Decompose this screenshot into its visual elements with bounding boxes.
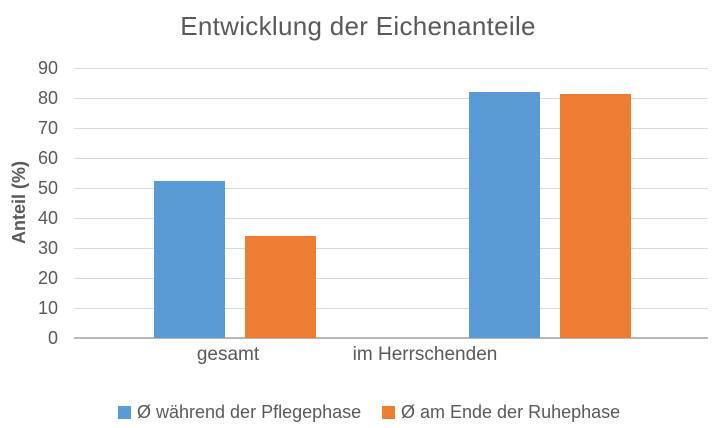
legend-swatch-icon: [382, 405, 395, 419]
legend-swatch-icon: [118, 405, 131, 419]
y-tick-label-50: 50: [37, 178, 58, 198]
y-tick-label-90: 90: [37, 58, 58, 78]
gridline-80: [74, 98, 708, 99]
y-axis-title: Anteil (%): [8, 160, 29, 244]
legend-label: Ø während der Pflegephase: [137, 401, 362, 422]
bar-blue-1: [469, 92, 540, 338]
y-tick-label-20: 20: [37, 268, 58, 288]
gridline-90: [74, 68, 708, 69]
y-tick-label-30: 30: [37, 238, 58, 258]
bar-blue-0: [154, 180, 225, 338]
bar-orange-0: [245, 236, 316, 338]
gridline-40: [74, 218, 708, 219]
gridline-50: [74, 188, 708, 189]
gridline-20: [74, 278, 708, 279]
bar-orange-1: [560, 93, 631, 338]
x-category-label-0: gesamt: [196, 344, 260, 365]
gridline-60: [74, 158, 708, 159]
gridline-70: [74, 128, 708, 129]
legend-label: Ø am Ende der Ruhephase: [401, 401, 621, 422]
x-axis-line: [74, 337, 708, 339]
gridline-30: [74, 248, 708, 249]
legend-item-0: Ø während der Pflegephase: [118, 402, 361, 422]
y-tick-label-80: 80: [37, 88, 58, 108]
chart-title: Entwicklung der Eichenanteile: [180, 11, 536, 41]
y-tick-label-60: 60: [37, 148, 58, 168]
y-tick-label-70: 70: [37, 118, 58, 138]
x-category-label-1: im Herrschenden: [352, 344, 498, 365]
y-tick-label-10: 10: [37, 298, 58, 318]
y-tick-label-40: 40: [37, 208, 58, 228]
gridline-10: [74, 308, 708, 309]
y-tick-label-0: 0: [47, 328, 58, 348]
legend-item-1: Ø am Ende der Ruhephase: [382, 402, 620, 422]
